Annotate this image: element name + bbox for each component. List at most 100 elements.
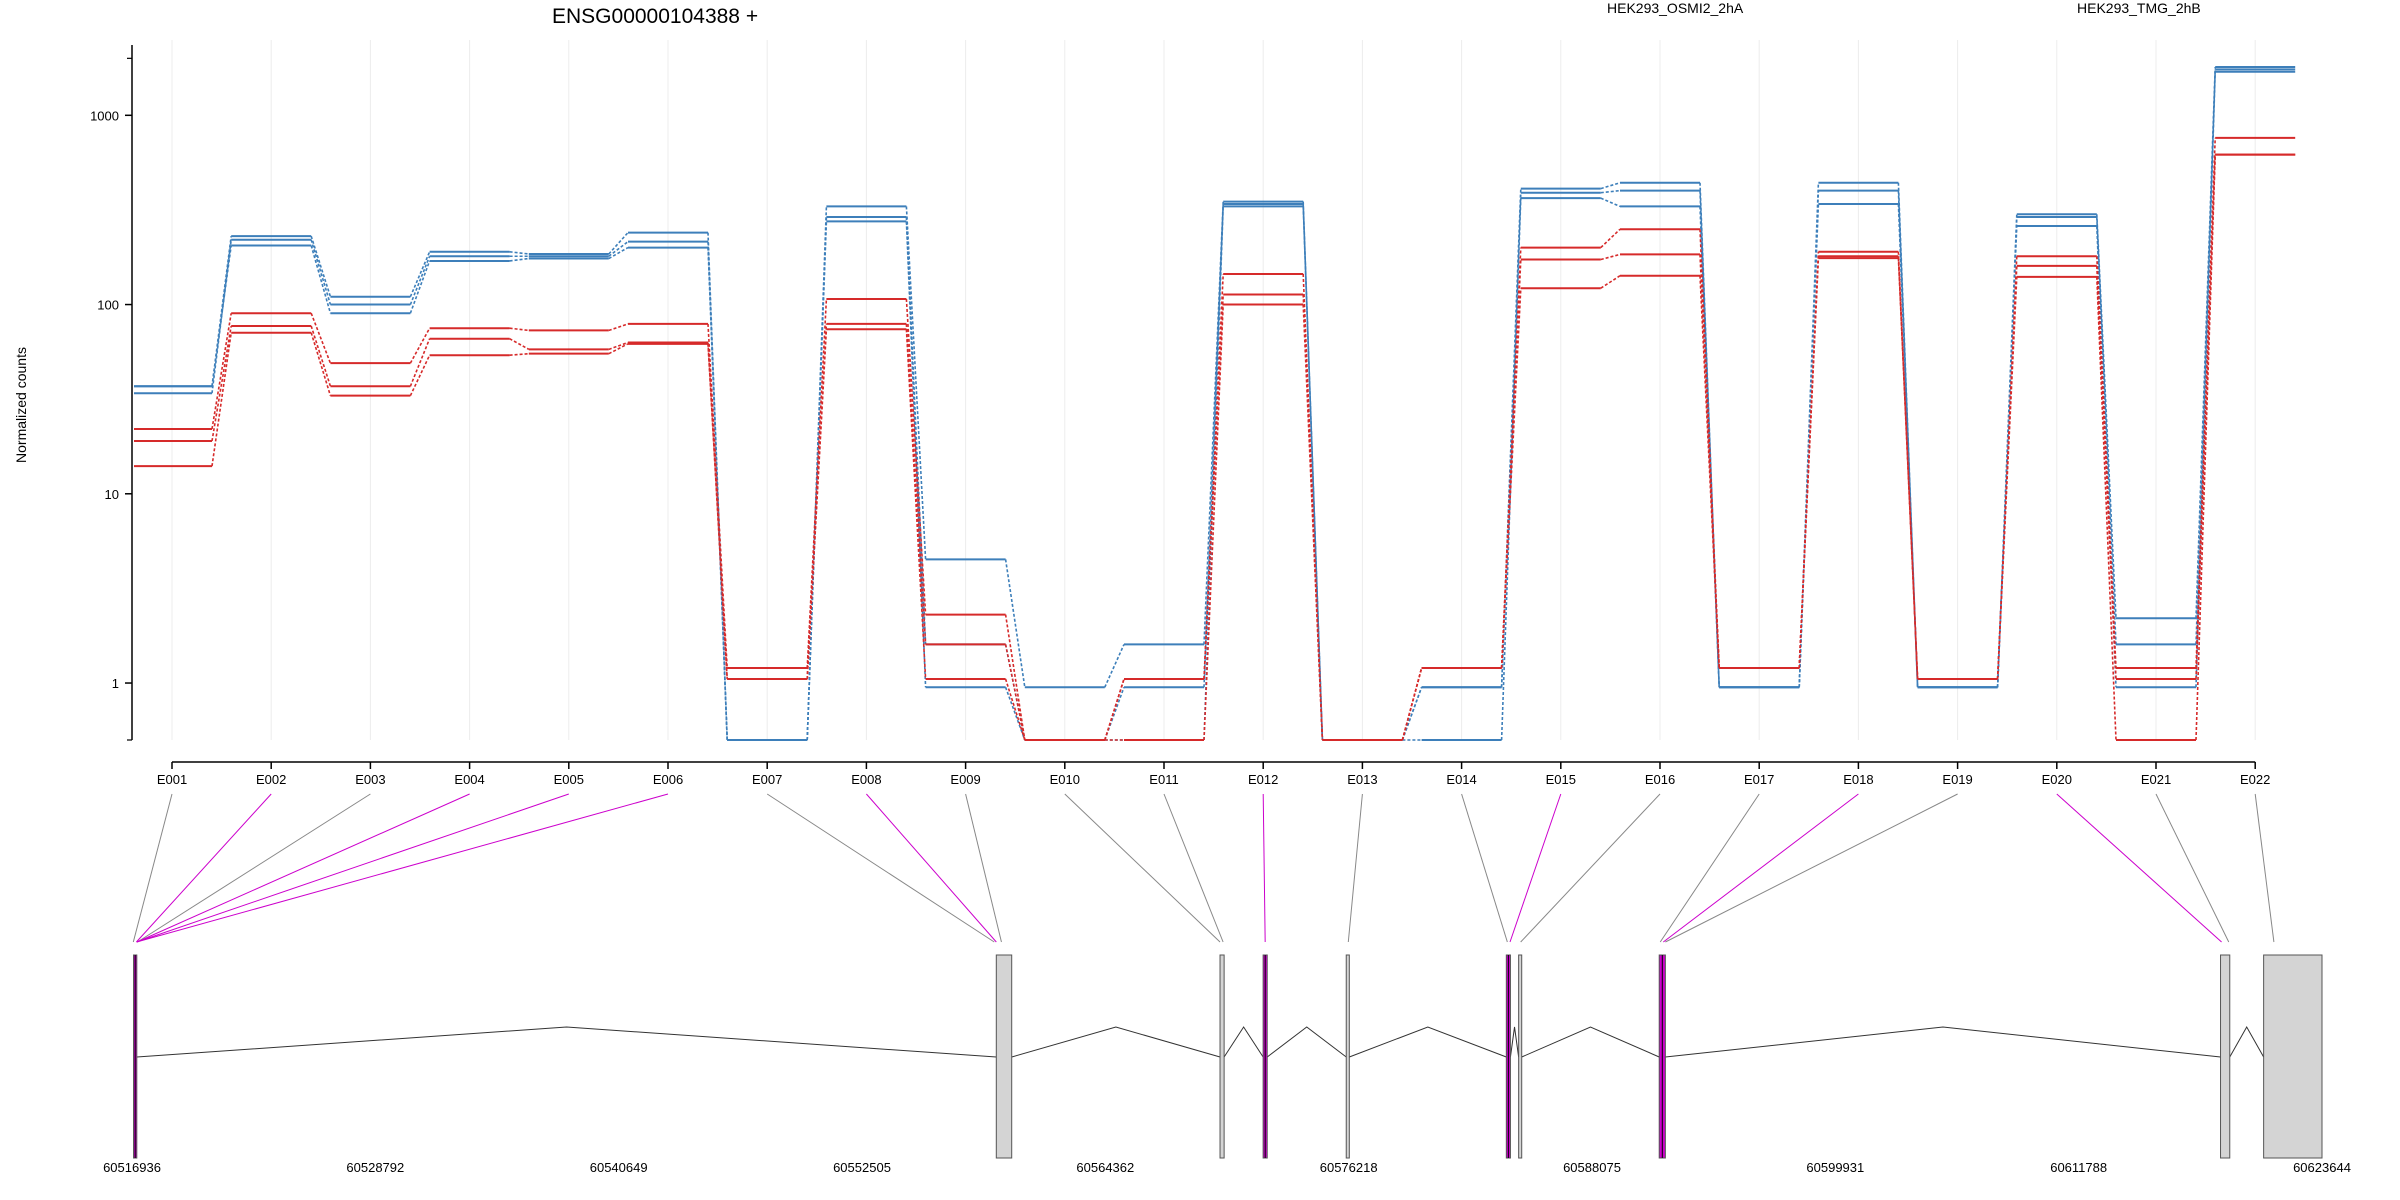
series-connector bbox=[1203, 203, 1224, 688]
bin-link-line bbox=[1064, 793, 1221, 943]
bin-link-line bbox=[1163, 793, 1224, 943]
series-connector bbox=[1897, 190, 1919, 688]
bin-link-line bbox=[136, 793, 669, 943]
series-connector bbox=[707, 241, 728, 741]
bin-link-line bbox=[1509, 793, 1562, 943]
series-connector bbox=[1401, 686, 1423, 741]
y-tick-label: 10 bbox=[105, 487, 119, 502]
intron-line bbox=[1223, 1026, 1264, 1058]
series-connector bbox=[1203, 294, 1224, 680]
series-connector bbox=[608, 323, 629, 332]
intron-line bbox=[136, 1026, 997, 1058]
series-connector bbox=[1600, 275, 1621, 289]
series-connector bbox=[1004, 559, 1026, 688]
series-connector bbox=[409, 327, 431, 364]
intron-line bbox=[1266, 1026, 1347, 1058]
series-connector bbox=[310, 332, 332, 396]
series-connector bbox=[905, 221, 927, 688]
y-axis: 1 10 100 1000 bbox=[90, 45, 133, 741]
intron-line bbox=[1665, 1026, 2221, 1058]
y-tick-label: 1 bbox=[112, 676, 119, 691]
intron-line bbox=[1349, 1026, 1507, 1058]
coordinate-label: 60564362 bbox=[1076, 1160, 1134, 1175]
bin-link-line bbox=[1659, 793, 1760, 943]
series-connector bbox=[1600, 189, 1621, 194]
series-HEK293_TMG_2hB-1 bbox=[134, 65, 2296, 741]
x-tick-label: E005 bbox=[554, 772, 584, 787]
exon-block bbox=[1219, 954, 1225, 1159]
series-connector bbox=[1104, 644, 1125, 688]
series-connector bbox=[2195, 71, 2216, 688]
bin-link-line bbox=[2056, 793, 2222, 943]
grid-lines bbox=[171, 40, 2256, 740]
series-connector bbox=[608, 246, 629, 260]
series-connector bbox=[707, 343, 728, 680]
series-connector bbox=[1699, 275, 1720, 669]
bin-link-line bbox=[2155, 793, 2230, 943]
chart-title: ENSG00000104388 + bbox=[552, 5, 758, 28]
series-connector bbox=[905, 206, 927, 560]
y-tick-label: 1000 bbox=[90, 108, 119, 123]
bin-link-line bbox=[1461, 793, 1508, 943]
series-connector bbox=[310, 312, 332, 364]
intron-line bbox=[2229, 1025, 2265, 1058]
series-connector bbox=[310, 325, 332, 387]
gene-model bbox=[133, 954, 2323, 1159]
x-tick-label: E012 bbox=[1248, 772, 1278, 787]
coordinate-label: 60623644 bbox=[2293, 1160, 2351, 1175]
series-connector bbox=[2096, 214, 2117, 619]
series-connector bbox=[1104, 686, 1125, 741]
coordinate-label: 60552505 bbox=[833, 1160, 891, 1175]
series-connector bbox=[1302, 206, 1324, 741]
series-connector bbox=[1500, 288, 1522, 669]
x-tick-label: E021 bbox=[2141, 772, 2171, 787]
x-tick-label: E010 bbox=[1050, 772, 1080, 787]
coordinate-label: 60611788 bbox=[2050, 1160, 2107, 1175]
bin-link-line bbox=[136, 793, 470, 943]
x-tick-label: E006 bbox=[653, 772, 683, 787]
series-connector bbox=[409, 338, 431, 387]
series-connector bbox=[1897, 258, 1919, 680]
series-connector bbox=[1600, 197, 1621, 208]
series-connector bbox=[1004, 614, 1026, 741]
series-connector bbox=[2195, 154, 2216, 680]
series-connector bbox=[211, 245, 232, 387]
bin-link-line bbox=[766, 793, 995, 943]
bin-link-line bbox=[866, 793, 997, 943]
series-connector bbox=[310, 239, 332, 305]
series-connector bbox=[509, 337, 530, 351]
coordinate-label: 60528792 bbox=[346, 1160, 404, 1175]
bin-link-line bbox=[1347, 793, 1363, 943]
series-connector bbox=[1203, 201, 1224, 645]
series-connector bbox=[905, 329, 927, 680]
coordinate-label: 60588075 bbox=[1563, 1160, 1621, 1175]
x-tick-label: E004 bbox=[454, 772, 484, 787]
y-axis-label: Normalized counts bbox=[13, 347, 29, 463]
series-connector bbox=[409, 354, 431, 397]
bin-link-line bbox=[1520, 793, 1661, 943]
series-connector bbox=[2096, 276, 2117, 741]
series-connector bbox=[707, 342, 728, 680]
series-connector bbox=[608, 241, 629, 257]
exon-block bbox=[1345, 954, 1350, 1159]
bin-link-line bbox=[965, 793, 1002, 943]
bin-link-lines bbox=[132, 793, 2275, 943]
intron-line bbox=[1011, 1026, 1221, 1058]
series-connector bbox=[310, 235, 332, 297]
legend-tmg: HEK293_TMG_2hB bbox=[2077, 0, 2201, 16]
series-connector bbox=[608, 341, 629, 351]
coordinate-label: 60516936 bbox=[103, 1160, 161, 1175]
bin-link-line bbox=[2254, 793, 2275, 943]
series-connector bbox=[211, 313, 232, 430]
series-HEK293_TMG_2hB-2 bbox=[134, 68, 2296, 741]
x-tick-label: E022 bbox=[2240, 772, 2270, 787]
bin-link-line bbox=[1262, 793, 1266, 943]
series-connector bbox=[707, 323, 728, 669]
x-tick-label: E016 bbox=[1645, 772, 1675, 787]
series-connector bbox=[1897, 203, 1919, 688]
x-tick-label: E020 bbox=[2042, 772, 2072, 787]
exon-block bbox=[2263, 954, 2323, 1159]
series-connector bbox=[1600, 228, 1621, 249]
series-connector bbox=[1302, 304, 1324, 741]
